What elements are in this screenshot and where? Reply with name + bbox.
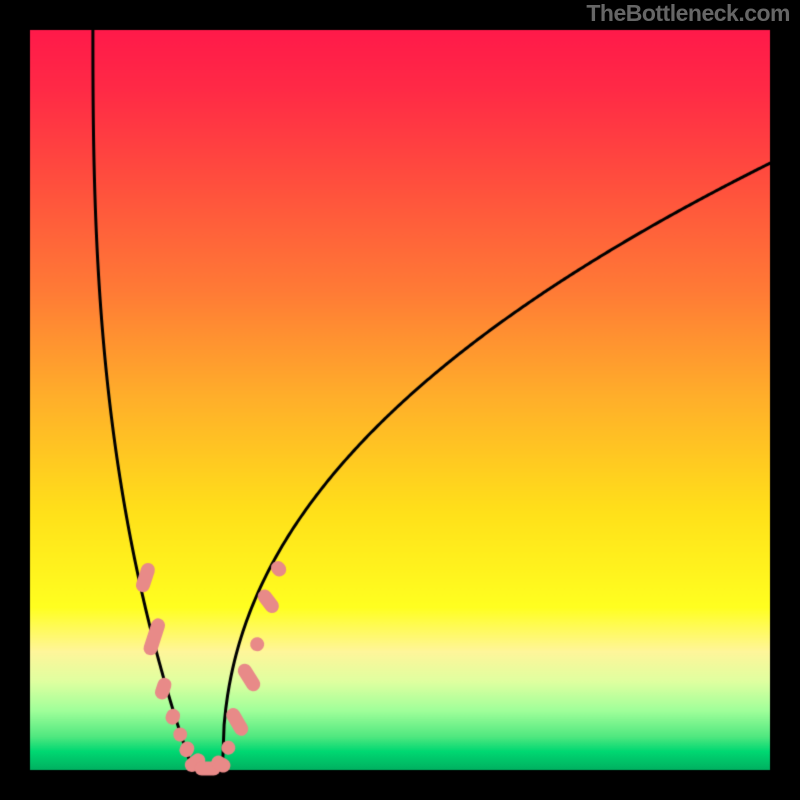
watermark-text: TheBottleneck.com	[586, 0, 790, 27]
bottleneck-curve-chart	[0, 0, 800, 800]
chart-container: TheBottleneck.com	[0, 0, 800, 800]
